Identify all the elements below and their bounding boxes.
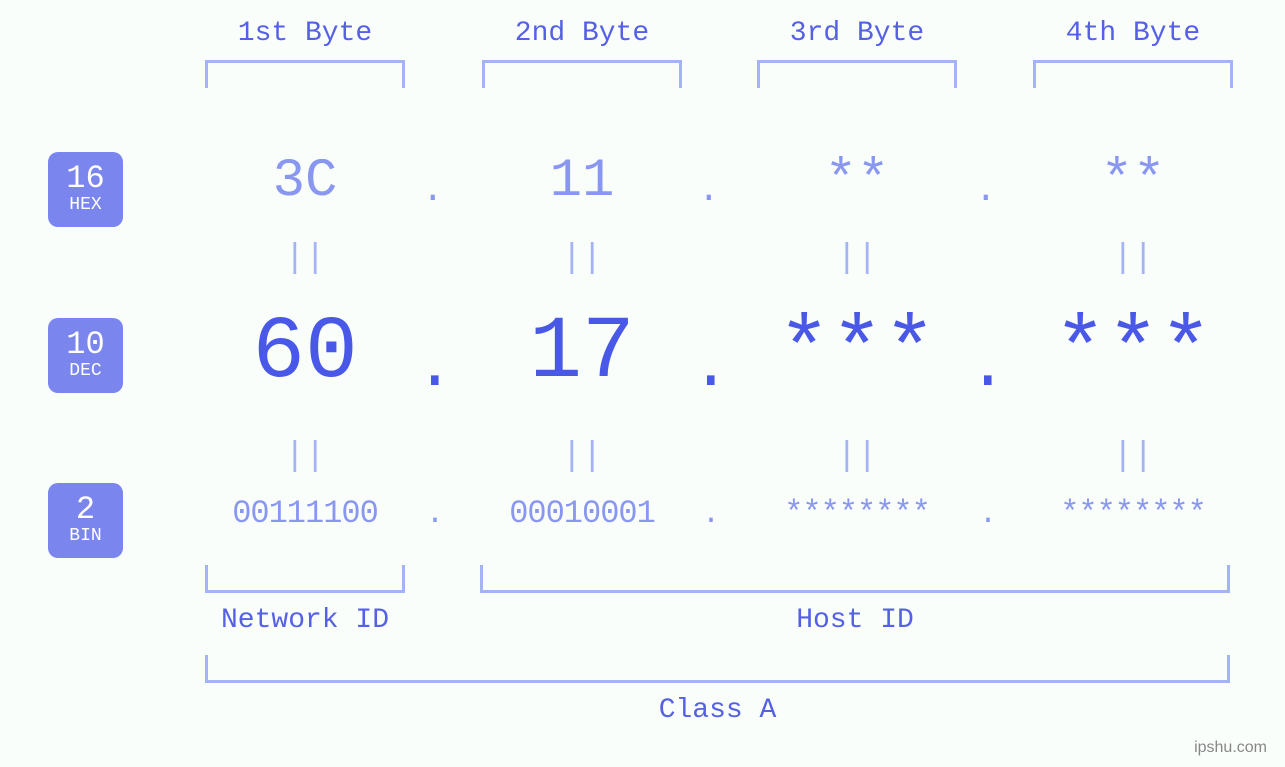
hex-val-1: 3C xyxy=(180,155,430,209)
eq-sign: || xyxy=(1008,438,1258,476)
bracket-network xyxy=(205,565,405,593)
dot-separator: . xyxy=(968,330,1008,405)
dot-separator: . xyxy=(415,330,455,405)
badge-bin-num: 2 xyxy=(76,494,95,526)
label-class: Class A xyxy=(205,695,1230,726)
byte-header-4: 4th Byte xyxy=(1008,18,1258,49)
hex-val-2: 11 xyxy=(457,155,707,209)
dot-separator: . xyxy=(422,170,444,211)
badge-bin: 2 BIN xyxy=(48,483,123,558)
dot-separator: . xyxy=(426,498,444,532)
eq-sign: || xyxy=(1008,240,1258,278)
byte-header-3: 3rd Byte xyxy=(732,18,982,49)
dot-separator: . xyxy=(979,498,997,532)
bin-val-4: ******** xyxy=(1008,498,1258,530)
badge-hex-lbl: HEX xyxy=(69,195,101,217)
dot-separator: . xyxy=(702,498,720,532)
eq-sign: || xyxy=(457,240,707,278)
dec-val-4: *** xyxy=(1008,310,1258,398)
top-bracket-1 xyxy=(205,60,405,88)
bin-val-2: 00010001 xyxy=(457,498,707,530)
dot-separator: . xyxy=(698,170,720,211)
dot-separator: . xyxy=(691,330,731,405)
dot-separator: . xyxy=(975,170,997,211)
badge-hex: 16 HEX xyxy=(48,152,123,227)
dec-val-1: 60 xyxy=(180,310,430,398)
badge-bin-lbl: BIN xyxy=(69,526,101,548)
badge-dec-num: 10 xyxy=(66,329,104,361)
badge-dec-lbl: DEC xyxy=(69,361,101,383)
eq-sign: || xyxy=(180,438,430,476)
hex-val-3: ** xyxy=(732,155,982,209)
bin-val-3: ******** xyxy=(732,498,982,530)
bin-val-1: 00111100 xyxy=(180,498,430,530)
label-network: Network ID xyxy=(205,605,405,636)
dec-val-2: 17 xyxy=(457,310,707,398)
label-host: Host ID xyxy=(480,605,1230,636)
bracket-class xyxy=(205,655,1230,683)
badge-dec: 10 DEC xyxy=(48,318,123,393)
eq-sign: || xyxy=(732,438,982,476)
top-bracket-2 xyxy=(482,60,682,88)
badge-hex-num: 16 xyxy=(66,163,104,195)
byte-header-2: 2nd Byte xyxy=(457,18,707,49)
dec-val-3: *** xyxy=(732,310,982,398)
hex-val-4: ** xyxy=(1008,155,1258,209)
watermark: ipshu.com xyxy=(1194,739,1267,757)
eq-sign: || xyxy=(457,438,707,476)
eq-sign: || xyxy=(180,240,430,278)
byte-header-1: 1st Byte xyxy=(180,18,430,49)
ip-diagram: 16 HEX 10 DEC 2 BIN 1st Byte 3C || 60 ||… xyxy=(0,0,1285,767)
eq-sign: || xyxy=(732,240,982,278)
bytes-area: 1st Byte 3C || 60 || 00111100 2nd Byte 1… xyxy=(170,0,1235,767)
top-bracket-4 xyxy=(1033,60,1233,88)
top-bracket-3 xyxy=(757,60,957,88)
bracket-host xyxy=(480,565,1230,593)
